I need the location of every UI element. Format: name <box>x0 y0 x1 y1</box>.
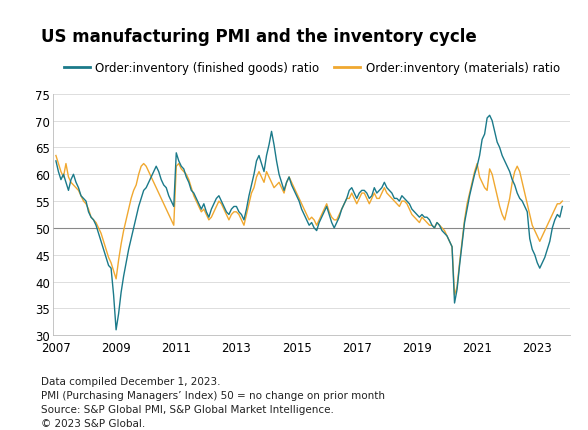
Text: US manufacturing PMI and the inventory cycle: US manufacturing PMI and the inventory c… <box>41 28 477 46</box>
Text: Data compiled December 1, 2023.
PMI (Purchasing Managers’ Index) 50 = no change : Data compiled December 1, 2023. PMI (Pur… <box>41 376 385 428</box>
Legend: Order:inventory (finished goods) ratio, Order:inventory (materials) ratio: Order:inventory (finished goods) ratio, … <box>59 57 564 80</box>
